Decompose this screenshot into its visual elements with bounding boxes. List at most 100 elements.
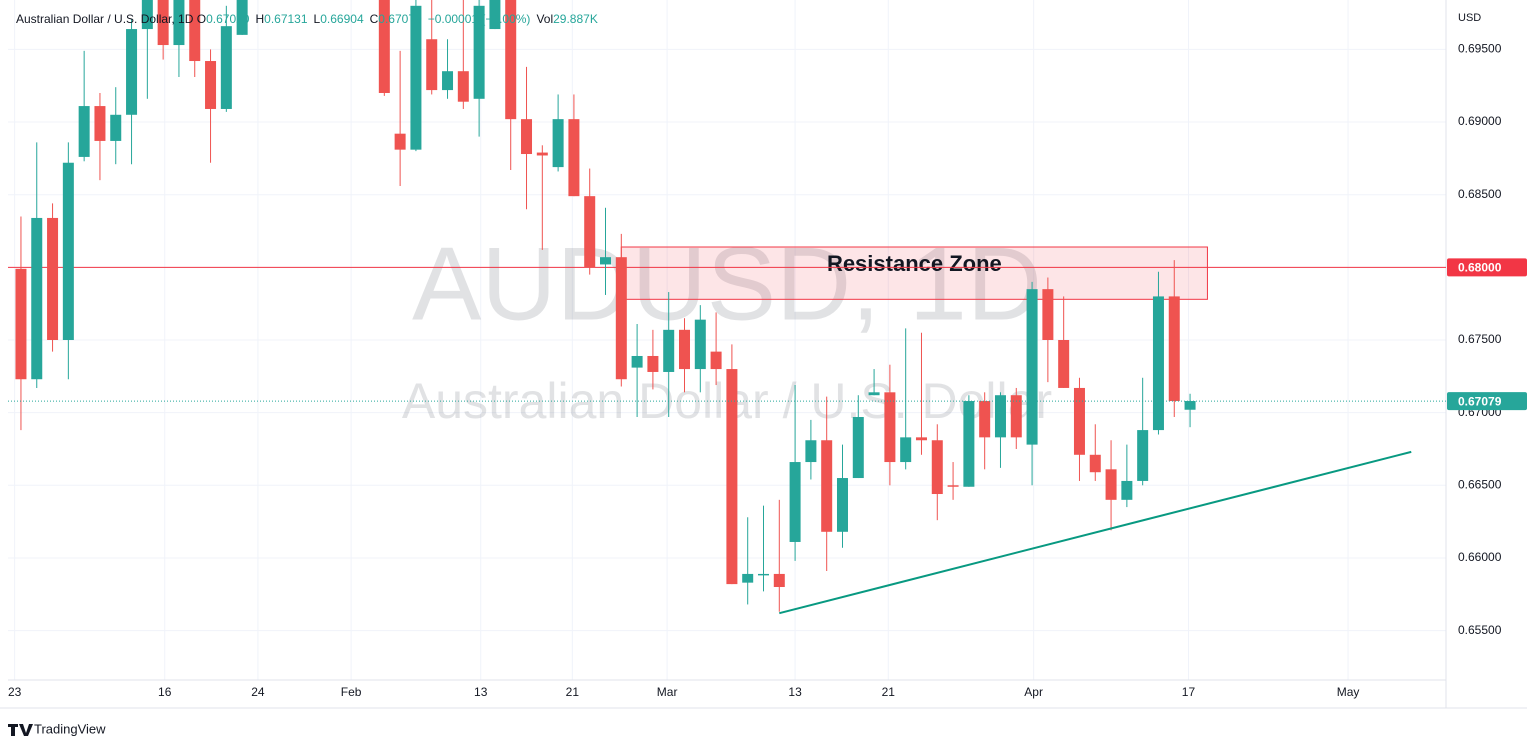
- candle-body: [963, 401, 975, 487]
- candle-body: [220, 26, 232, 109]
- ohlc: O0.67020 H0.67131 L0.66904 C0.67079 −0.00001…: [197, 12, 604, 26]
- plot: Resistance Zone: [8, 0, 1446, 615]
- candle-body: [157, 0, 169, 46]
- candle-body: [536, 152, 548, 156]
- candle-body: [805, 440, 817, 463]
- ohlc-key: L: [313, 12, 321, 26]
- candle-body: [600, 257, 612, 265]
- y-tick-label: 0.69000: [1458, 114, 1502, 128]
- candle-body: [1042, 289, 1054, 340]
- x-tick-label: 21: [566, 685, 580, 699]
- candle-body: [457, 71, 469, 102]
- candle-body: [979, 401, 991, 438]
- candle-body: [947, 485, 959, 487]
- candle-body: [1026, 289, 1038, 445]
- candle-body: [568, 119, 580, 197]
- change: −0.00001 (−0.00%): [427, 12, 531, 26]
- candle-body: [900, 437, 912, 463]
- x-tick-label: 21: [882, 685, 896, 699]
- x-tick-label: May: [1337, 685, 1360, 699]
- brand-logo: [8, 724, 33, 736]
- candle-body: [1105, 469, 1117, 500]
- price-badge-label: 0.68000: [1458, 261, 1502, 275]
- price-badge-label: 0.67079: [1458, 394, 1502, 408]
- x-tick-label: 23: [8, 685, 22, 699]
- candle-body: [62, 162, 74, 340]
- watermark-ticker: AUDUSD, 1D: [412, 226, 1042, 342]
- candle-body: [1184, 401, 1196, 410]
- candle-body: [884, 392, 896, 463]
- y-tick-label: 0.65500: [1458, 623, 1502, 637]
- trendline: [779, 450, 1412, 615]
- volume: 29.887K: [553, 12, 598, 26]
- candle-body: [647, 355, 659, 372]
- candle-body: [410, 5, 422, 150]
- candle-body: [584, 196, 596, 268]
- candle-body: [773, 573, 785, 588]
- candle-body: [836, 478, 848, 532]
- candle-body: [1058, 340, 1070, 388]
- candle-body: [757, 573, 769, 576]
- x-tick-label: Mar: [657, 685, 678, 699]
- x-tick-label: Apr: [1024, 685, 1043, 699]
- candle-body: [1089, 454, 1101, 473]
- candle-body: [915, 437, 927, 441]
- candle-body: [868, 392, 880, 396]
- candle-body: [236, 0, 248, 35]
- y-tick-label: 0.67500: [1458, 332, 1502, 346]
- candle-body: [473, 5, 485, 99]
- candle-body: [521, 119, 533, 155]
- candle-body: [78, 106, 90, 157]
- candle-body: [394, 133, 406, 150]
- candle-body: [1121, 480, 1133, 500]
- candle-body: [1073, 387, 1085, 455]
- currency: USD: [1458, 12, 1481, 24]
- candle-body: [994, 395, 1006, 438]
- candle-body: [189, 0, 201, 62]
- ohlc-value: 0.66904: [320, 12, 364, 26]
- candle-body: [679, 329, 691, 370]
- candle-body: [47, 217, 59, 340]
- x-tick-label: 16: [158, 685, 172, 699]
- candle-body: [710, 351, 722, 370]
- candle-body: [1152, 296, 1164, 431]
- ohlc-value: 0.67079: [378, 12, 422, 26]
- ohlc-key: O: [196, 12, 207, 26]
- candle-body: [505, 0, 517, 120]
- candle-body: [489, 0, 501, 30]
- candle-body: [663, 329, 675, 372]
- candle-body: [742, 573, 754, 583]
- candle-body: [726, 369, 738, 585]
- candle-body: [552, 119, 564, 168]
- symbol: Australian Dollar / U.S. Dollar, 1D: [16, 12, 194, 26]
- candle-body: [15, 268, 27, 380]
- candle-body: [1137, 430, 1149, 481]
- candle-body: [205, 61, 217, 109]
- candle-body: [1010, 395, 1022, 438]
- ohlc-value: 0.67020: [206, 12, 250, 26]
- candle-body: [126, 29, 138, 115]
- candle-body: [852, 417, 864, 479]
- candle-body: [173, 0, 185, 46]
- candle-body: [821, 440, 833, 532]
- volume-key: Vol: [536, 12, 554, 26]
- x-tick-label: Feb: [341, 685, 362, 699]
- y-tick-label: 0.68500: [1458, 187, 1502, 201]
- x-tick-label: 17: [1182, 685, 1196, 699]
- candle-body: [1168, 296, 1180, 402]
- candle-body: [789, 462, 801, 542]
- ohlc-value: 0.67131: [264, 12, 308, 26]
- candle-body: [110, 114, 122, 141]
- candle-body: [31, 217, 43, 380]
- candle-body: [631, 355, 643, 368]
- y-tick-label: 0.66500: [1458, 477, 1502, 491]
- x-tick-label: 24: [251, 685, 265, 699]
- candle-body: [694, 319, 706, 370]
- candle-body: [442, 71, 454, 91]
- zone-label: Resistance Zone: [827, 251, 1002, 276]
- candle-body: [615, 257, 627, 380]
- brand: TradingView: [34, 721, 106, 736]
- ohlc-key: C: [369, 12, 379, 26]
